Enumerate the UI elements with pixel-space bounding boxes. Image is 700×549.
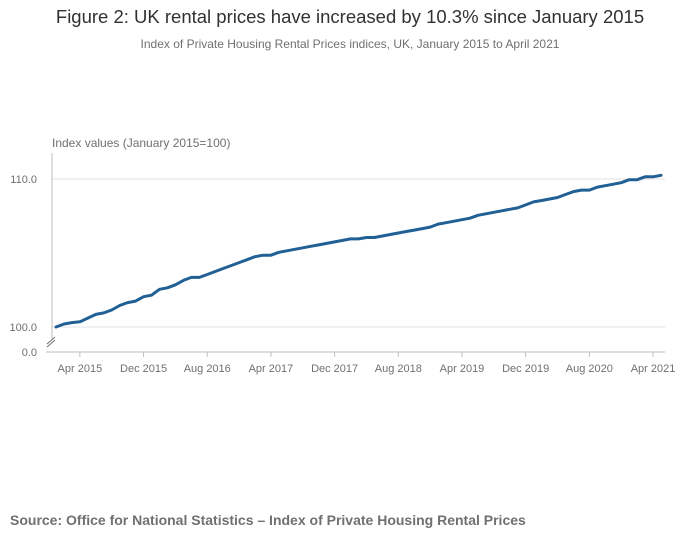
x-tick-label: Aug 2018 [375,363,422,375]
x-tick-label: Apr 2017 [249,363,294,375]
x-tick-label: Apr 2015 [58,363,103,375]
x-tick-label: Aug 2016 [184,363,231,375]
y-tick-label-100: 100.0 [9,322,37,334]
x-tick-label: Aug 2020 [566,363,613,375]
axis-break-icon [46,336,56,348]
y-tick-label-zero: 0.0 [22,347,37,359]
y-axis-title: Index values (January 2015=100) [52,136,230,150]
chart-subtitle: Index of Private Housing Rental Prices i… [140,37,560,51]
x-axis-ticks: Apr 2015 Dec 2015 Aug 2016 Apr 2017 Dec 2017… [58,352,676,375]
x-tick-label: Dec 2019 [502,363,549,375]
x-tick-label: Dec 2015 [120,363,167,375]
x-tick-label: Apr 2021 [631,363,676,375]
x-tick-label: Apr 2019 [440,363,485,375]
y-tick-label-110: 110.0 [10,174,37,186]
x-tick-label: Dec 2017 [311,363,358,375]
chart-title: Figure 2: UK rental prices have increase… [55,6,645,27]
source-note: Source: Office for National Statistics –… [10,512,526,528]
series-line [54,173,663,329]
